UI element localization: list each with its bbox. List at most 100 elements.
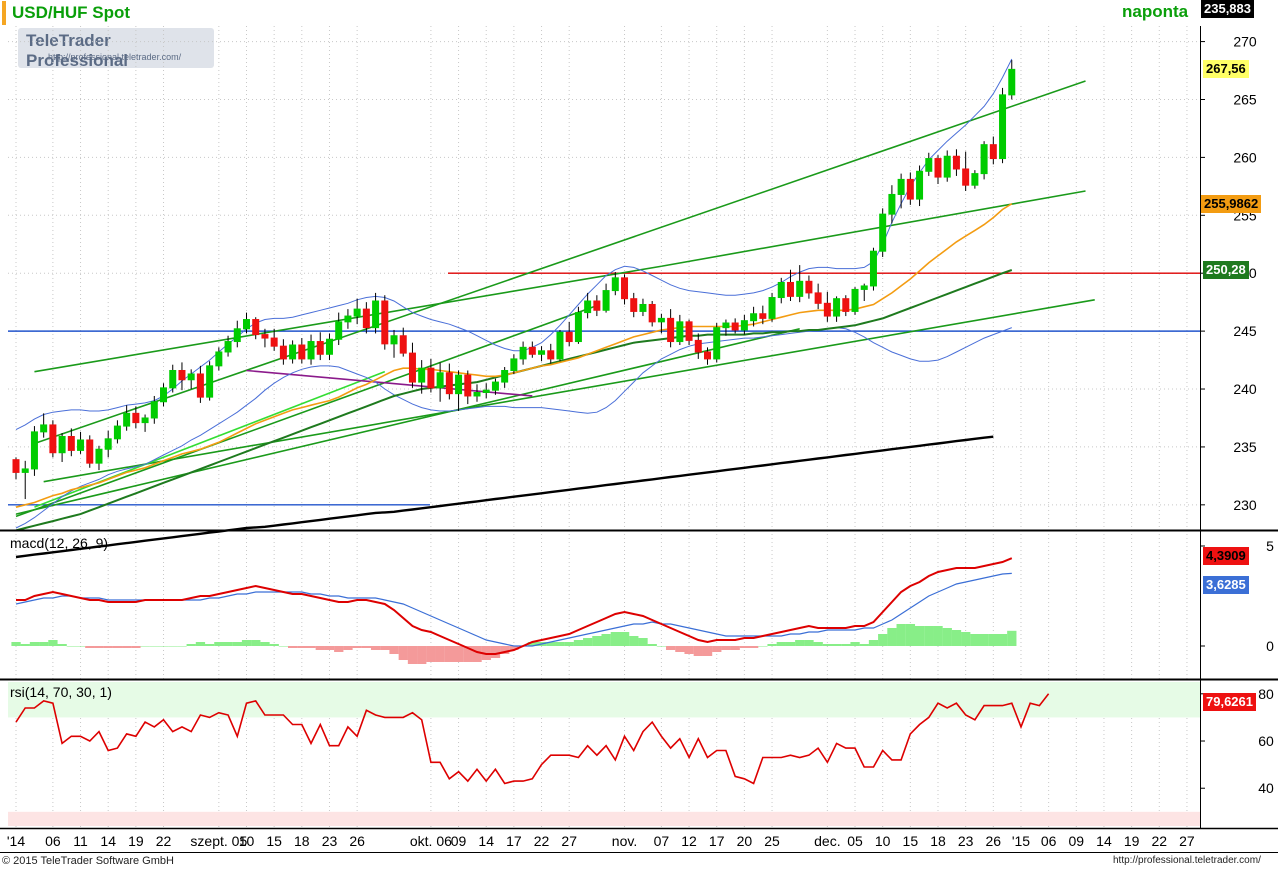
x-tick-label: nov. (612, 833, 637, 849)
x-tick-label: 17 (506, 833, 522, 849)
period-label[interactable]: naponta (1122, 2, 1189, 21)
x-tick-label: 12 (681, 833, 697, 849)
macd-histogram-bar (85, 646, 95, 648)
candle-body (362, 308, 370, 329)
candle-body (980, 144, 988, 175)
macd-y-tick-label: 0 (1266, 638, 1274, 654)
x-tick-label: 27 (561, 833, 577, 849)
close-price-label: 267,56 (1203, 60, 1249, 79)
candle-body (602, 290, 610, 311)
trend-line (661, 190, 1086, 268)
candle-body (786, 281, 794, 297)
macd-line (16, 557, 1013, 655)
macd-histogram-bar (970, 634, 980, 646)
macd-histogram-bar (205, 644, 215, 646)
candle-body (657, 317, 665, 323)
macd-panel-bg (8, 532, 1200, 678)
macd-histogram-bar (370, 646, 381, 650)
x-tick-label: 14 (1096, 833, 1112, 849)
macd-histogram-bar (195, 642, 206, 646)
macd-histogram-bar (334, 646, 344, 652)
macd-histogram-bar (804, 640, 814, 646)
candle-body (399, 335, 407, 354)
macd-histogram-bar (214, 642, 224, 646)
candle-body (307, 341, 315, 360)
y-tick-label: 260 (1233, 149, 1257, 165)
candle-body (58, 436, 66, 454)
macd-histogram-bar (887, 628, 897, 646)
candle-body (344, 315, 352, 323)
candle-body (353, 308, 361, 317)
candle-body (279, 345, 287, 360)
macd-histogram-bar (629, 636, 639, 646)
macd-histogram-bar (619, 632, 630, 646)
x-tick-label: 26 (349, 833, 365, 849)
candle-body (316, 341, 324, 355)
macd-histogram-bar (758, 646, 768, 647)
candle-body (704, 351, 711, 360)
macd-histogram-bar (730, 646, 740, 650)
candle-body (215, 351, 223, 367)
candle-body (814, 292, 822, 304)
macd-histogram-bar (776, 642, 786, 646)
candle-body (750, 313, 758, 322)
macd-histogram-bar (453, 646, 464, 662)
candle-body (381, 300, 389, 345)
macd-histogram-bar (702, 646, 713, 656)
x-tick-label: okt. 06 (410, 833, 452, 849)
candle-body (574, 312, 582, 343)
macd-histogram-bar (997, 634, 1008, 646)
y-tick-label: 230 (1233, 497, 1257, 513)
candle-body (455, 374, 463, 395)
x-tick-label: 25 (764, 833, 780, 849)
candle-body (30, 431, 38, 470)
bollinger-lower (15, 327, 1012, 529)
candle-body (270, 337, 278, 347)
x-tick-label: 18 (930, 833, 946, 849)
candle-body (132, 412, 140, 424)
candle-body (565, 331, 573, 343)
macd-histogram-bar (1007, 630, 1017, 646)
candle-body (445, 372, 453, 395)
macd-histogram-bar (324, 646, 335, 650)
x-tick-label: 05 (847, 833, 863, 849)
candle-body (934, 158, 942, 178)
macd-histogram-bar (583, 638, 593, 646)
candle-body (860, 285, 868, 290)
x-tick-label: 22 (1151, 833, 1167, 849)
macd-histogram-bar (546, 642, 556, 646)
candle-body (667, 317, 675, 343)
candle-body (491, 381, 499, 391)
y-tick-label: 265 (1233, 91, 1257, 107)
candle-body (731, 322, 739, 331)
macd-histogram-bar (951, 630, 962, 646)
trend-line (34, 80, 1086, 445)
macd-histogram-bar (509, 646, 519, 650)
candle-body (372, 300, 380, 329)
rsi-oversold-zone (8, 811, 1200, 826)
macd-histogram-bar (675, 646, 685, 652)
footer-url[interactable]: http://professional.teletrader.com/ (1113, 855, 1261, 866)
candle-body (473, 391, 481, 397)
trend-line (15, 304, 598, 518)
macd-histogram-bar (878, 634, 888, 646)
candle-body (823, 302, 831, 317)
logo-title: TeleTrader Professional (26, 31, 129, 70)
macd-histogram-bar (306, 646, 316, 648)
candle-body (879, 213, 887, 252)
x-tick-label: '15 (1012, 833, 1030, 849)
x-tick-label: 11 (73, 833, 88, 849)
x-tick-label: 18 (294, 833, 310, 849)
ma20-label: 255,9862 (1201, 194, 1262, 213)
macd-histogram-bar (500, 646, 510, 654)
macd-histogram-bar (905, 624, 916, 646)
macd-histogram-bar (656, 646, 667, 647)
rsi-title: rsi(14, 70, 30, 1) (10, 684, 112, 700)
candle-body (67, 436, 75, 451)
rsi-y-tick-label: 40 (1258, 780, 1274, 796)
x-tick-label: 06 (1041, 833, 1057, 849)
candle-body (897, 178, 905, 195)
x-tick-label: 22 (534, 833, 550, 849)
macd-histogram-bar (29, 642, 40, 646)
